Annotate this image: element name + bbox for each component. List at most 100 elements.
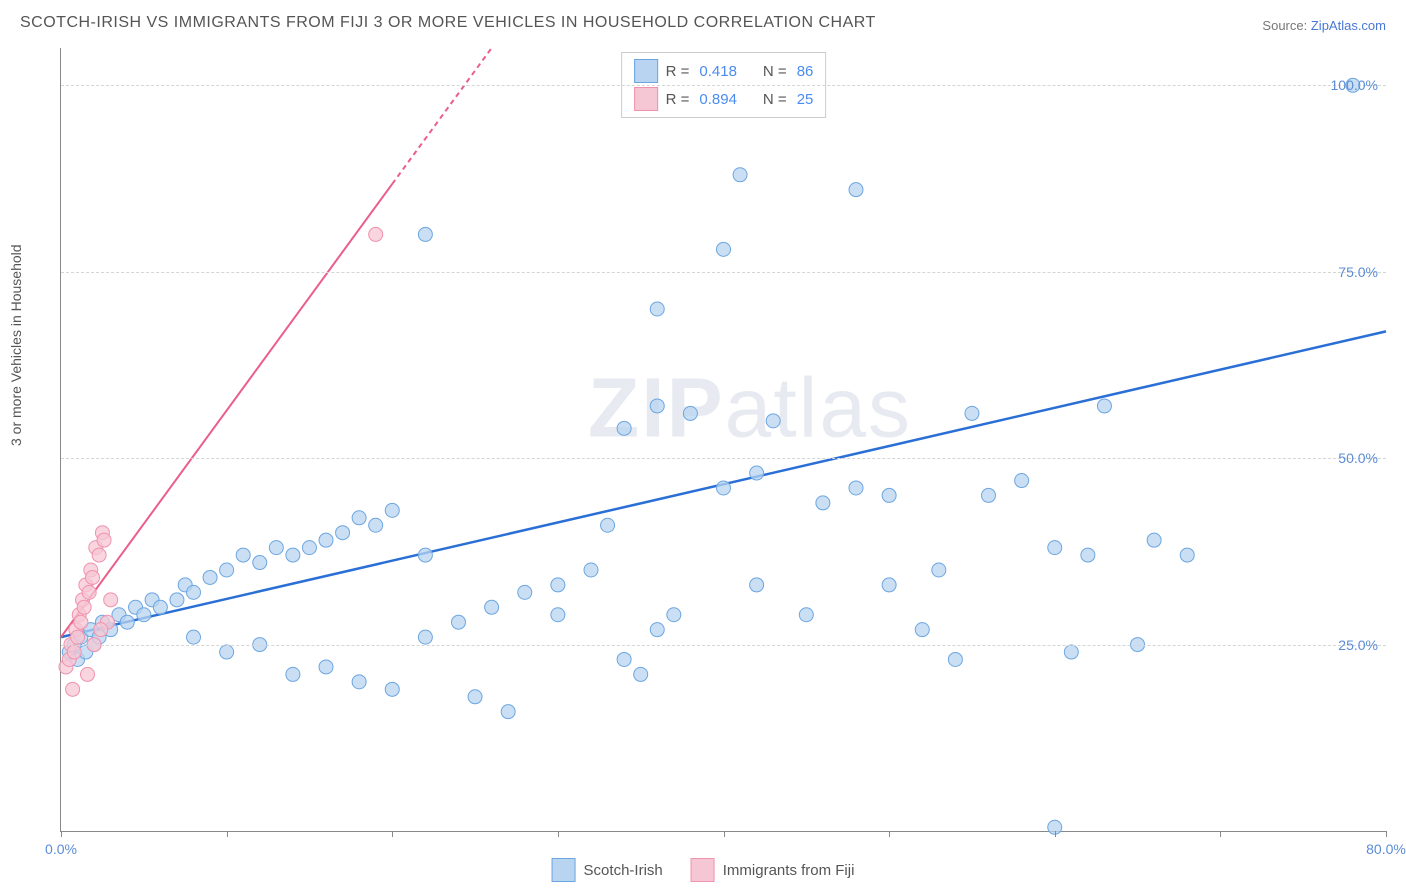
data-point	[319, 533, 333, 547]
data-point	[1048, 541, 1062, 555]
plot-area: ZIPatlas R = 0.418 N = 86 R = 0.894 N = …	[60, 48, 1386, 832]
legend-swatch	[634, 59, 658, 83]
data-point	[452, 615, 466, 629]
data-point	[584, 563, 598, 577]
source-label: Source:	[1262, 18, 1307, 33]
data-point	[650, 302, 664, 316]
y-axis-label: 3 or more Vehicles in Household	[8, 244, 24, 446]
x-tick	[1055, 831, 1056, 837]
data-point	[82, 585, 96, 599]
series-legend-label: Scotch-Irish	[584, 862, 663, 879]
legend-r-label: R =	[666, 63, 690, 80]
data-point	[336, 526, 350, 540]
source-link[interactable]: ZipAtlas.com	[1311, 18, 1386, 33]
series-legend-item: Scotch-Irish	[552, 858, 663, 882]
legend-swatch	[691, 858, 715, 882]
data-point	[816, 496, 830, 510]
chart-svg	[61, 48, 1386, 831]
data-point	[92, 548, 106, 562]
data-point	[120, 615, 134, 629]
gridline	[61, 645, 1386, 646]
data-point	[77, 600, 91, 614]
data-point	[882, 488, 896, 502]
legend-swatch	[634, 87, 658, 111]
gridline	[61, 458, 1386, 459]
data-point	[617, 421, 631, 435]
y-tick-label: 50.0%	[1338, 450, 1378, 466]
data-point	[485, 600, 499, 614]
data-point	[153, 600, 167, 614]
data-point	[187, 630, 201, 644]
series-legend-label: Immigrants from Fiji	[723, 862, 855, 879]
legend-r-value: 0.418	[699, 63, 737, 80]
data-point	[236, 548, 250, 562]
data-point	[766, 414, 780, 428]
data-point	[882, 578, 896, 592]
data-point	[369, 227, 383, 241]
data-point	[932, 563, 946, 577]
data-point	[94, 623, 108, 637]
data-point	[1180, 548, 1194, 562]
data-point	[74, 615, 88, 629]
data-point	[1097, 399, 1111, 413]
legend-r-value: 0.894	[699, 91, 737, 108]
data-point	[551, 608, 565, 622]
data-point	[286, 548, 300, 562]
data-point	[220, 563, 234, 577]
data-point	[518, 585, 532, 599]
data-point	[385, 503, 399, 517]
data-point	[915, 623, 929, 637]
gridline	[61, 85, 1386, 86]
data-point	[501, 705, 515, 719]
data-point	[71, 630, 85, 644]
legend-n-value: 86	[797, 63, 814, 80]
data-point	[683, 406, 697, 420]
y-tick-label: 100.0%	[1331, 77, 1378, 93]
data-point	[97, 533, 111, 547]
data-point	[617, 652, 631, 666]
x-tick	[1220, 831, 1221, 837]
data-point	[85, 570, 99, 584]
x-tick	[1386, 831, 1387, 837]
source-attribution: Source: ZipAtlas.com	[1262, 18, 1386, 33]
series-legend-item: Immigrants from Fiji	[691, 858, 855, 882]
series-legend: Scotch-Irish Immigrants from Fiji	[552, 858, 855, 882]
legend-r-label: R =	[666, 91, 690, 108]
data-point	[203, 570, 217, 584]
data-point	[352, 675, 366, 689]
x-tick	[558, 831, 559, 837]
data-point	[418, 227, 432, 241]
legend-swatch	[552, 858, 576, 882]
data-point	[220, 645, 234, 659]
data-point	[468, 690, 482, 704]
x-tick-label: 80.0%	[1366, 841, 1406, 857]
data-point	[601, 518, 615, 532]
legend-n-label: N =	[763, 63, 787, 80]
x-tick	[61, 831, 62, 837]
data-point	[849, 481, 863, 495]
gridline	[61, 272, 1386, 273]
data-point	[1064, 645, 1078, 659]
data-point	[385, 682, 399, 696]
legend-row: R = 0.894 N = 25	[634, 85, 814, 113]
data-point	[717, 242, 731, 256]
data-point	[965, 406, 979, 420]
y-tick-label: 25.0%	[1338, 637, 1378, 653]
data-point	[67, 645, 81, 659]
y-tick-label: 75.0%	[1338, 264, 1378, 280]
x-tick-label: 0.0%	[45, 841, 77, 857]
x-tick	[889, 831, 890, 837]
data-point	[319, 660, 333, 674]
data-point	[81, 667, 95, 681]
x-tick	[392, 831, 393, 837]
data-point	[982, 488, 996, 502]
data-point	[170, 593, 184, 607]
data-point	[352, 511, 366, 525]
data-point	[66, 682, 80, 696]
x-tick	[227, 831, 228, 837]
data-point	[717, 481, 731, 495]
legend-row: R = 0.418 N = 86	[634, 57, 814, 85]
data-point	[302, 541, 316, 555]
data-point	[733, 168, 747, 182]
data-point	[849, 183, 863, 197]
